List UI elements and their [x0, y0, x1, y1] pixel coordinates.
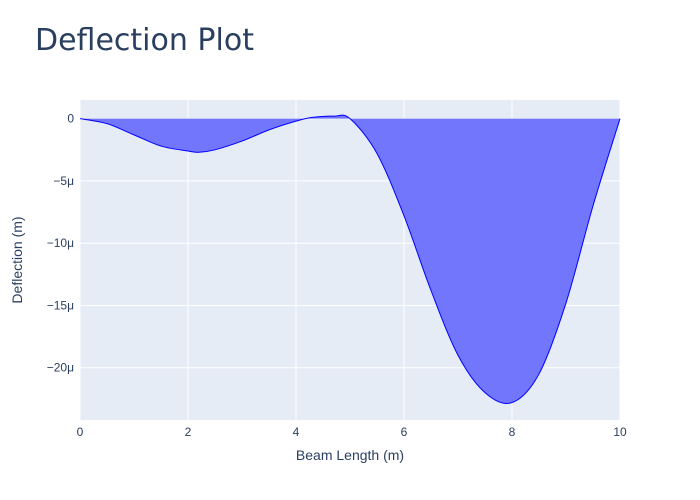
- chart-title: Deflection Plot: [35, 23, 254, 58]
- y-tick-label: 0: [67, 112, 74, 126]
- x-axis-title: Beam Length (m): [296, 447, 404, 463]
- y-tick-label: −20μ: [47, 361, 74, 375]
- y-tick-label: −10μ: [47, 236, 74, 250]
- y-axis-title: Deflection (m): [9, 216, 25, 303]
- tick-labels: 0 2 4 6 8 10 0 −5μ −10μ −15μ −20μ: [47, 112, 627, 439]
- x-tick-label: 10: [613, 425, 627, 439]
- deflection-line: [79, 114, 621, 404]
- x-tick-label: 4: [293, 425, 300, 439]
- x-tick-label: 0: [77, 425, 84, 439]
- y-tick-label: −15μ: [47, 298, 74, 312]
- deflection-area: [80, 115, 620, 404]
- x-tick-label: 6: [401, 425, 408, 439]
- y-tick-label: −5μ: [53, 174, 74, 188]
- x-tick-label: 2: [185, 425, 192, 439]
- data-layer: [79, 114, 621, 404]
- x-tick-label: 8: [509, 425, 516, 439]
